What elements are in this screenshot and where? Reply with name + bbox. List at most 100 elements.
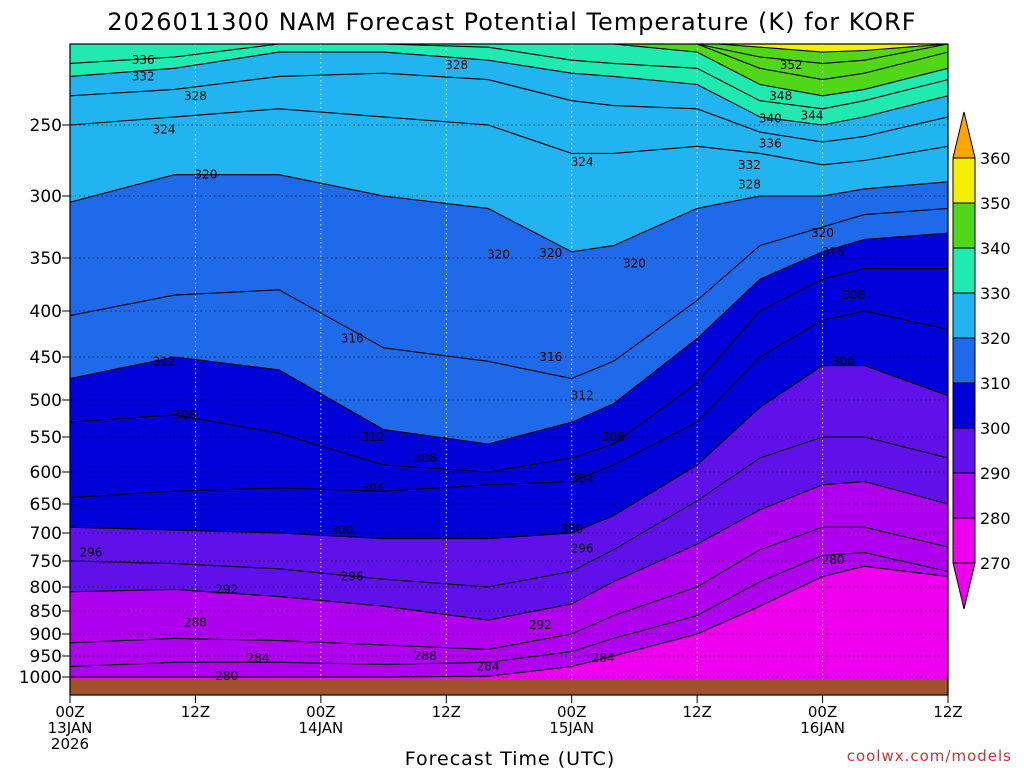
isentrope-296 bbox=[70, 436, 948, 588]
colorbar-box-350 bbox=[952, 157, 976, 204]
contour-label: 320 bbox=[487, 247, 510, 261]
y-tick-label: 1000 bbox=[19, 668, 62, 688]
contour-label: 352 bbox=[780, 58, 803, 72]
y-tick-label: 650 bbox=[30, 495, 62, 515]
colorbar-label: 280 bbox=[980, 509, 1011, 528]
x-tick-label: 00Z bbox=[306, 703, 335, 721]
colorbar-label: 330 bbox=[980, 284, 1011, 303]
y-tick-label: 950 bbox=[30, 647, 62, 667]
x-tick-label: 14JAN bbox=[298, 719, 343, 737]
colorbar-box-340 bbox=[952, 202, 976, 249]
chart-title: 2026011300 NAM Forecast Potential Temper… bbox=[107, 8, 916, 36]
plot-frame bbox=[69, 43, 949, 696]
contour-label: 332 bbox=[738, 158, 761, 172]
y-axis: 250 300 350 400 450 500 550 600 650 700 750 800 850 9… bbox=[19, 116, 70, 688]
contour-label: 344 bbox=[801, 108, 824, 122]
contour-label: 308 bbox=[174, 408, 197, 422]
contour-label: 348 bbox=[769, 89, 792, 103]
isentrope-332 bbox=[70, 51, 948, 126]
source-credit: coolwx.com/models bbox=[847, 747, 1012, 765]
colorbar-box-320 bbox=[952, 292, 976, 339]
y-tick-label: 750 bbox=[30, 552, 62, 572]
colorbar-label: 340 bbox=[980, 239, 1011, 258]
contour-label: 296 bbox=[79, 546, 102, 560]
contour-label: 300 bbox=[560, 522, 583, 536]
y-tick-label: 550 bbox=[30, 428, 62, 448]
isentrope-336 bbox=[70, 44, 948, 110]
colorbar-box-290 bbox=[952, 427, 976, 474]
contour-label: 300 bbox=[832, 354, 855, 368]
isentrope-300 bbox=[70, 365, 948, 540]
colorbar: 270 280 290 300 310 320 330 340 350 360 bbox=[952, 111, 1011, 610]
isentrope-340 bbox=[70, 44, 948, 97]
contour-label: 296 bbox=[571, 542, 594, 556]
contour-label: 288 bbox=[184, 616, 207, 630]
contour-label: 316 bbox=[341, 332, 364, 346]
contour-label: 312 bbox=[153, 354, 176, 368]
colorbar-label: 360 bbox=[980, 149, 1011, 168]
isentrope-280 bbox=[70, 565, 948, 678]
isentrope-316 bbox=[70, 207, 948, 380]
x-tick-label: 12Z bbox=[682, 703, 711, 721]
isentrope-348 bbox=[696, 44, 948, 64]
contour-label: 284 bbox=[477, 660, 500, 674]
x-tick-label: 16JAN bbox=[800, 719, 845, 737]
y-tick-label: 300 bbox=[30, 187, 62, 207]
contour-label: 304 bbox=[362, 481, 385, 495]
isentrope-308 bbox=[70, 268, 948, 473]
isentrope-lines bbox=[70, 44, 948, 678]
x-axis-label: Forecast Time (UTC) bbox=[405, 748, 615, 768]
plot-area: 336 332 328 324 320 328 324 320 320 320 352 348 344 3… bbox=[70, 44, 948, 695]
contour-label: 320 bbox=[811, 226, 834, 240]
colorbar-label: 310 bbox=[980, 374, 1011, 393]
contour-label: 336 bbox=[132, 53, 155, 67]
contour-label: 308 bbox=[414, 451, 437, 465]
x-tick-label: 00Z bbox=[55, 703, 84, 721]
contour-label: 328 bbox=[738, 178, 761, 192]
contour-label: 284 bbox=[247, 651, 270, 665]
colorbar-box-270 bbox=[952, 517, 976, 564]
x-tick-label: 12Z bbox=[181, 703, 210, 721]
contour-label: 332 bbox=[132, 69, 155, 83]
y-tick-label: 450 bbox=[30, 348, 62, 368]
contour-label: 308 bbox=[602, 430, 625, 444]
y-tick-label: 900 bbox=[30, 625, 62, 645]
contour-label: 320 bbox=[623, 256, 646, 270]
contour-label: 324 bbox=[153, 122, 176, 136]
x-tick-label: 2026 bbox=[51, 735, 89, 753]
contour-label: 336 bbox=[759, 136, 782, 150]
y-tick-label: 250 bbox=[30, 116, 62, 136]
contour-label: 320 bbox=[194, 168, 217, 182]
grid-lines bbox=[70, 44, 948, 695]
contour-label: 280 bbox=[215, 669, 238, 683]
colorbar-label: 270 bbox=[980, 554, 1011, 573]
colorbar-label: 290 bbox=[980, 464, 1011, 483]
contour-label: 328 bbox=[445, 58, 468, 72]
colorbar-cap-low bbox=[952, 562, 976, 610]
x-tick-label: 12Z bbox=[432, 703, 461, 721]
contour-label: 292 bbox=[529, 618, 552, 632]
isentrope-288 bbox=[70, 526, 948, 650]
isentrope-312 bbox=[70, 232, 948, 445]
y-tick-label: 850 bbox=[30, 602, 62, 622]
colorbar-label: 350 bbox=[980, 194, 1011, 213]
colorbar-box-300 bbox=[952, 382, 976, 429]
color-bands bbox=[70, 44, 948, 695]
isentrope-328 bbox=[70, 72, 948, 143]
contour-label: 324 bbox=[571, 155, 594, 169]
colorbar-cap-high bbox=[952, 111, 976, 159]
colorbar-box-280 bbox=[952, 472, 976, 519]
x-tick-label: 00Z bbox=[557, 703, 586, 721]
isentrope-304 bbox=[70, 310, 948, 499]
isentrope-284 bbox=[70, 552, 948, 668]
x-tick-label: 13JAN bbox=[48, 719, 93, 737]
contour-label: 340 bbox=[759, 112, 782, 126]
y-tick-label: 600 bbox=[30, 463, 62, 483]
contour-label: 328 bbox=[184, 89, 207, 103]
contour-label: 288 bbox=[414, 649, 437, 663]
colorbar-box-310 bbox=[952, 337, 976, 384]
isentrope-344 bbox=[696, 44, 948, 81]
